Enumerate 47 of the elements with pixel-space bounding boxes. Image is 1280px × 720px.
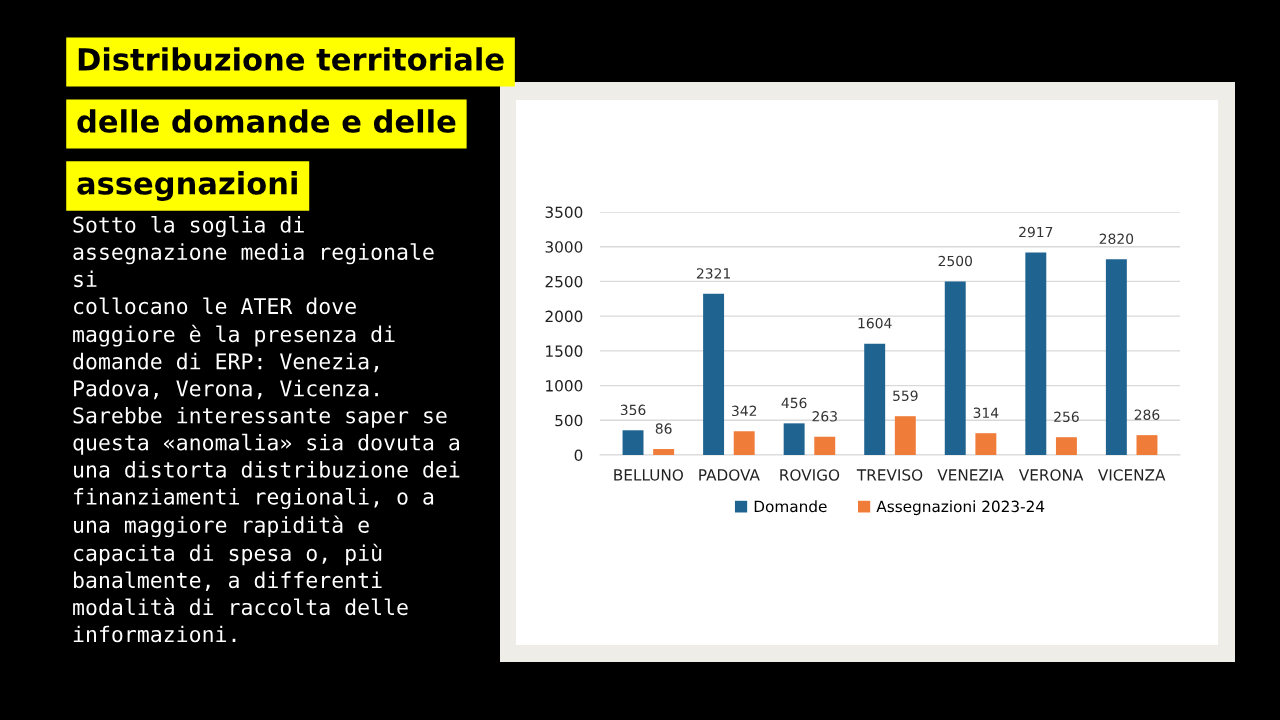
data-label: 263 [812,411,837,422]
bar [703,293,725,455]
x-tick-label: PADOVA [699,469,760,481]
data-label: 2321 [696,268,730,279]
x-tick-label: TREVISO [856,469,923,481]
text: Sotto la soglia di assegnazione media regionale si collocano le ATER dove maggiore è la presenza di domande di ERP: Venezia, Padova, Verona, Vicenza. Sarebbe interessante saper se questa «anomalia» sia dovuta a una distorta distribuzione dei finanziamenti regionali, o a una maggiore rapidità e capacita di spesa o, più banalmente, a differenti modalità di raccolta delle informazioni. [73,216,460,643]
data-label: 314 [973,407,999,419]
data-label: 86 [655,423,672,434]
data-label: 256 [1054,411,1079,423]
bar [1025,252,1047,455]
bar [653,449,675,455]
y-tick-label: 1000 [546,380,583,392]
bar [1055,437,1077,455]
legend-label: Domande [754,500,827,513]
x-tick-label: BELLUNO [614,469,683,481]
x-tick-label: VENEZIA [937,469,1004,481]
y-tick-label: 2000 [545,310,583,323]
data-label: 2500 [938,255,972,267]
bar [975,433,997,455]
bar [1136,435,1158,455]
data-label: 286 [1134,409,1160,420]
data-label: 1604 [858,317,892,329]
data-label: 342 [732,405,757,417]
data-label: 559 [893,390,918,401]
bar [864,343,886,455]
y-tick-label: 2500 [545,275,583,288]
y-tick-label: 0 [574,449,583,462]
bar [1105,259,1127,455]
bar [944,281,966,455]
bar [783,423,805,455]
legend-label: Assegnazioni 2023-24 [876,500,1045,516]
data-label: 2820 [1099,233,1134,245]
bar [894,416,916,455]
x-tick-label: ROVIGO [780,469,840,481]
data-label: 2917 [1019,226,1053,238]
bar [814,436,836,455]
data-label: 456 [781,397,807,409]
y-tick-label: 3000 [545,241,583,253]
data-label: 356 [620,404,646,416]
x-tick-label: VICENZA [1097,469,1166,481]
x-tick-label: VERONA [1018,469,1084,481]
y-tick-label: 500 [555,414,583,427]
bar [733,431,755,455]
chart-title: Distribuzione territoriale delle domande e delle assegnazioni [77,47,504,201]
y-tick-label: 1500 [546,345,583,357]
bar [622,430,644,455]
y-tick-label: 3500 [545,206,583,219]
